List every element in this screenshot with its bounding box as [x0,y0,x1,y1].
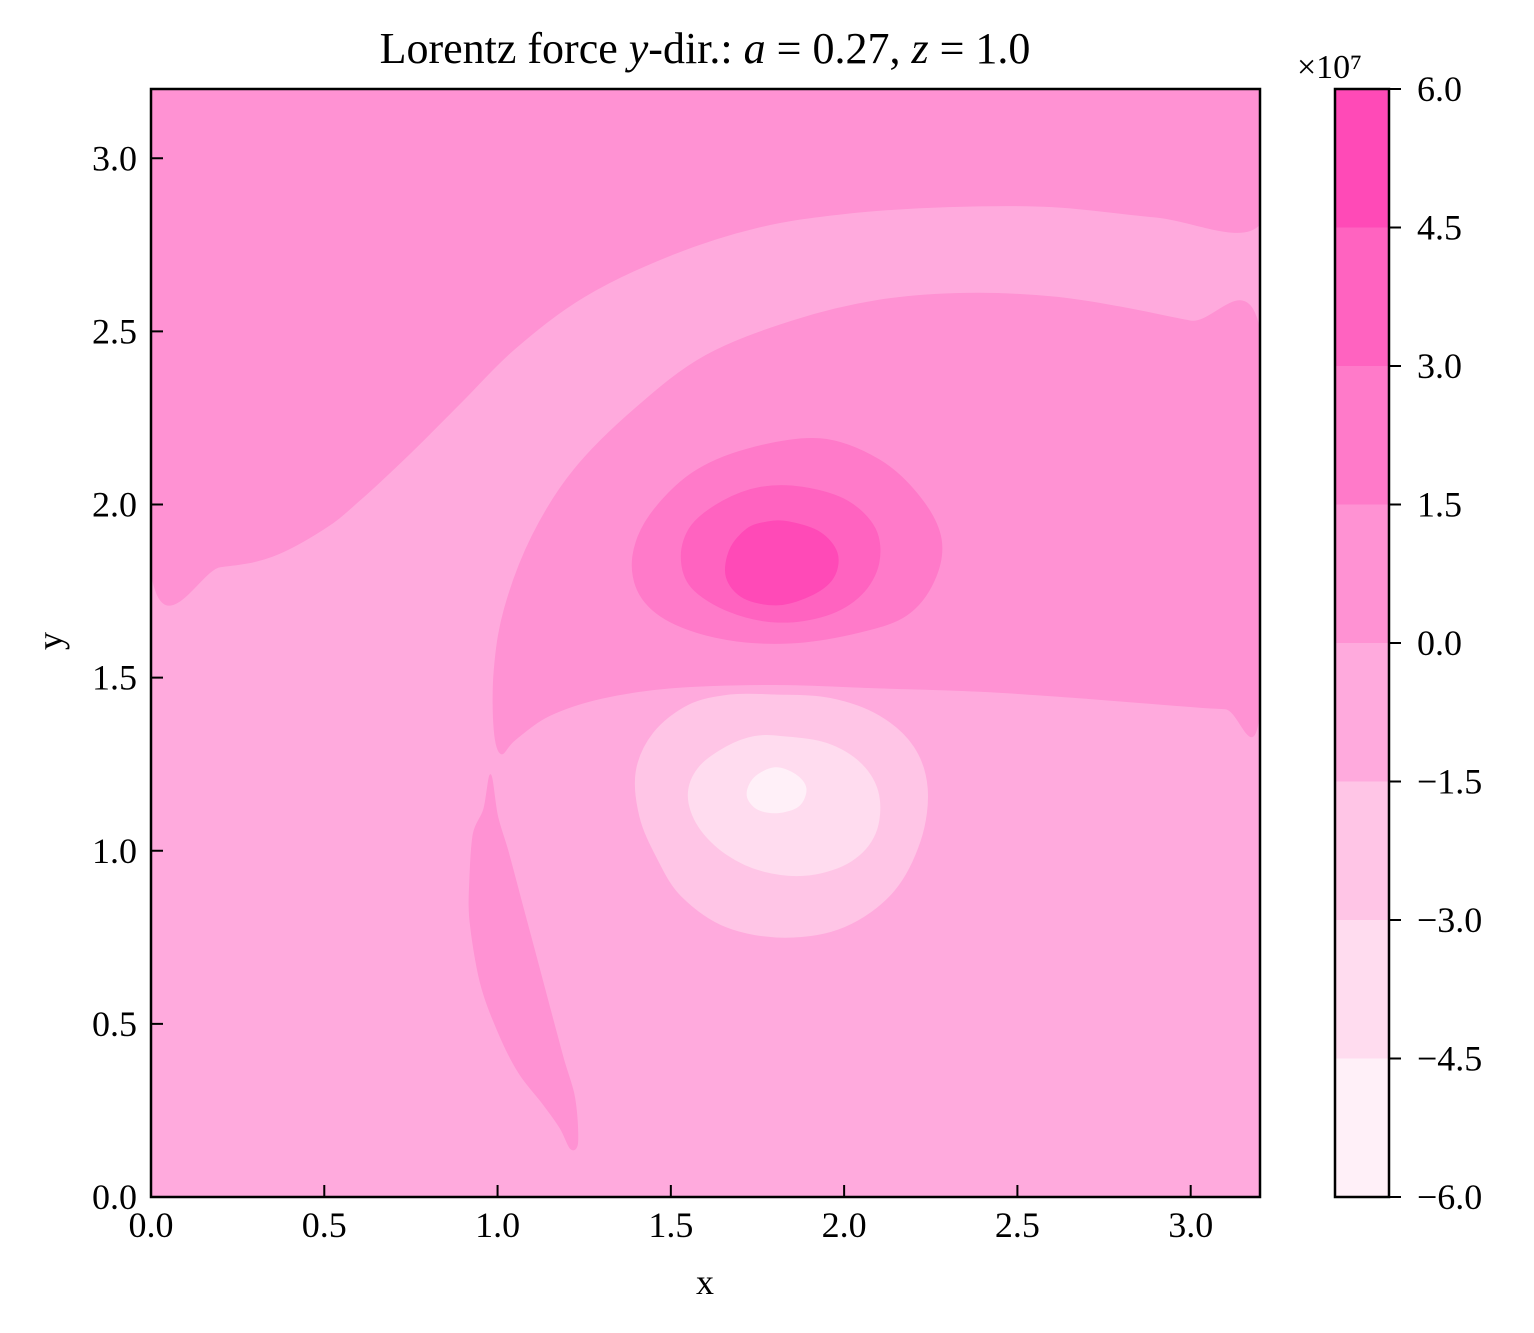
colorbar-segment [1335,366,1389,505]
title-part: = 1.0 [929,24,1031,73]
colorbar-tick-label: −6.0 [1417,1177,1482,1217]
y-tick-label: 1.0 [92,831,137,871]
colorbar-segment [1335,920,1389,1059]
x-tick-label: 0.0 [129,1205,174,1245]
colorbar-tick-label: 6.0 [1417,69,1462,109]
x-axis-label: x [696,1262,714,1302]
contour-upper-left-region [151,89,1260,606]
colorbar-tick-label: −1.5 [1417,762,1482,802]
x-tick-label: 3.0 [1168,1205,1213,1245]
colorbar-segment [1335,1058,1389,1197]
title-part: -dir.: [648,24,743,73]
colorbar-offset-label: ×10⁷ [1297,49,1362,86]
colorbar-tick-label: −3.0 [1417,900,1482,940]
colorbar-tick-label: 1.5 [1417,485,1462,525]
contour-negative-lobe-core [746,767,807,814]
x-tick-label: 0.5 [302,1205,347,1245]
title-part: z [910,24,928,73]
y-tick-label: 0.0 [92,1177,137,1217]
contour-positive-lobe-core [724,520,839,606]
title-part: Lorentz force [380,24,629,73]
y-tick-label: 0.5 [92,1004,137,1044]
colorbar: −6.0 −4.5 −3.0 −1.5 0.0 1.5 3.0 4.5 6.0 [1335,69,1482,1217]
y-tick-label: 2.5 [92,311,137,351]
contour-regions [151,89,1260,1197]
chart-title: Lorentz force y-dir.: a = 0.27, z = 1.0 [380,24,1031,73]
y-tick-label: 1.5 [92,658,137,698]
colorbar-segment [1335,504,1389,643]
plot-frame [149,87,1262,1199]
y-tick-label: 3.0 [92,138,137,178]
colorbar-tick-label: −4.5 [1417,1039,1482,1079]
y-tick-label: 2.0 [92,485,137,525]
colorbar-tick-label: 0.0 [1417,623,1462,663]
title-part: y [625,24,649,73]
x-tick-label: 1.0 [475,1205,520,1245]
x-tick-label: 1.5 [648,1205,693,1245]
title-part: = 0.27, [766,24,912,73]
colorbar-tick-label: 3.0 [1417,346,1462,386]
x-axis: 0.0 0.5 1.0 1.5 2.0 2.5 3.0 [129,1185,1213,1245]
contour-lower-sliver [468,774,579,1151]
title-part: a [744,24,766,73]
colorbar-frame [1333,87,1391,1199]
colorbar-segment [1335,781,1389,920]
y-axis: 0.0 0.5 1.0 1.5 2.0 2.5 3.0 [92,138,163,1217]
colorbar-tick-label: 4.5 [1417,208,1462,248]
colorbar-segment [1335,227,1389,366]
y-axis-label: y [30,632,70,650]
x-tick-label: 2.0 [822,1205,867,1245]
x-tick-label: 2.5 [995,1205,1040,1245]
colorbar-segment [1335,89,1389,228]
colorbar-segment [1335,643,1389,782]
